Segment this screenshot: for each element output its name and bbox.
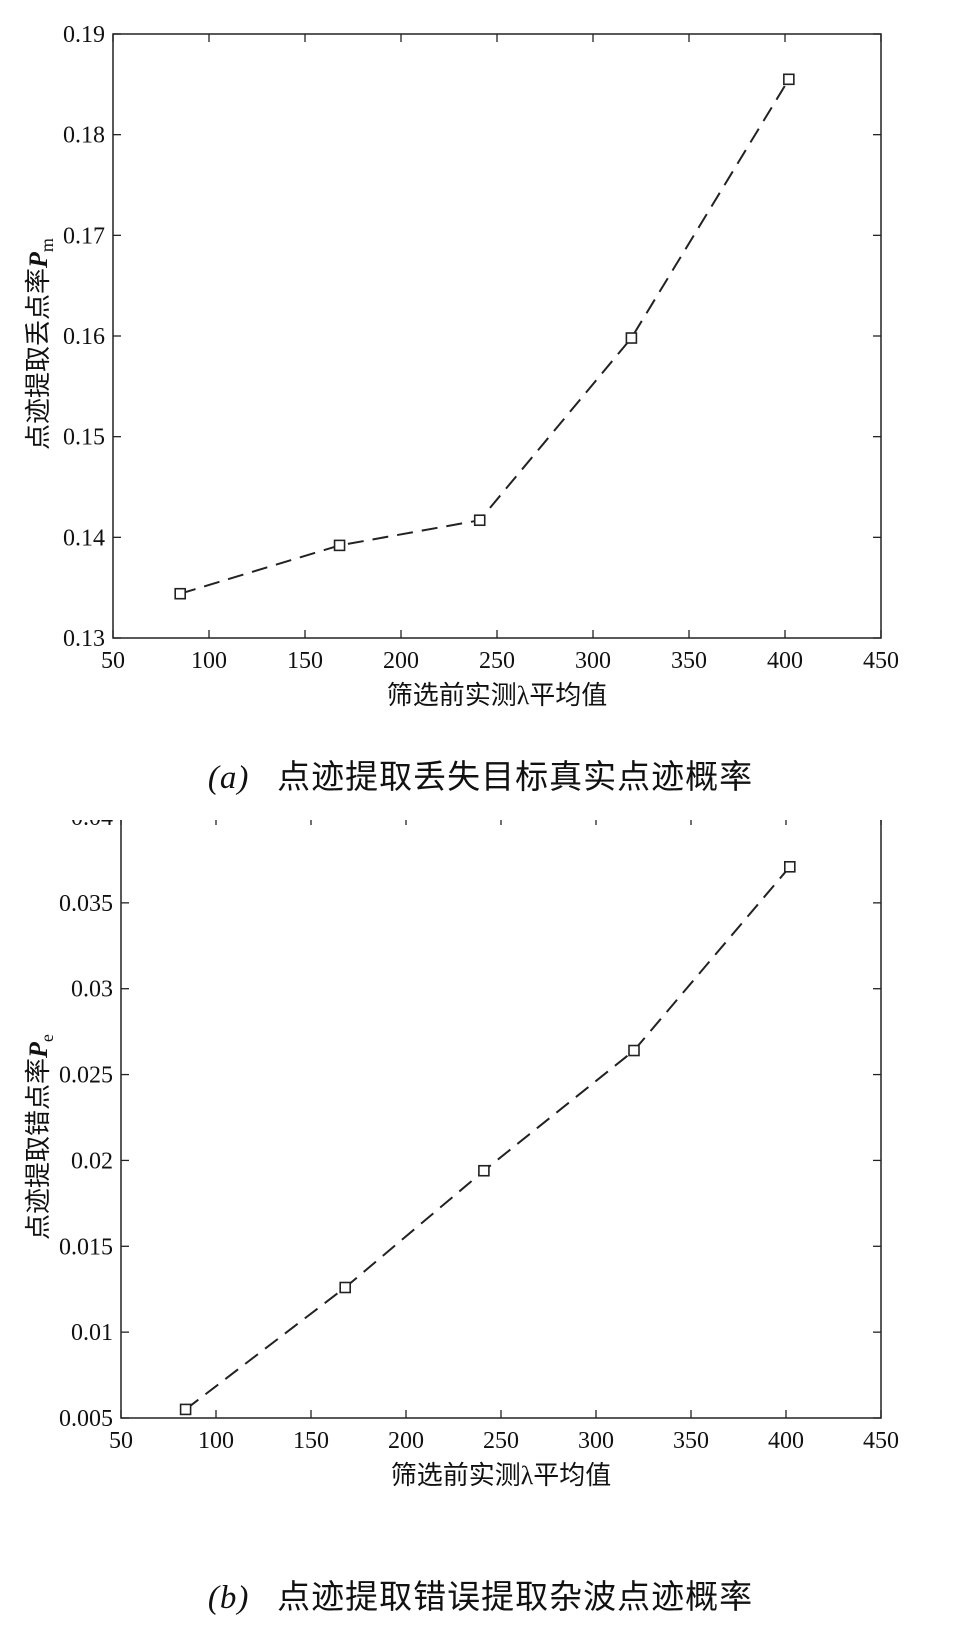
chart-a-ytick-label: 0.18 bbox=[63, 123, 105, 149]
chart-b-ytick-label: 0.015 bbox=[59, 1234, 113, 1260]
chart-b-ytick-label: 0.01 bbox=[71, 1320, 113, 1346]
chart-b-ytick-label: 0.035 bbox=[59, 891, 113, 917]
chart-b-xtick-label: 150 bbox=[293, 1428, 329, 1454]
chart-b-xtick-label: 250 bbox=[483, 1428, 519, 1454]
caption-a-letter: (a) bbox=[207, 760, 250, 796]
chart-b-data-point bbox=[339, 1281, 352, 1294]
chart-b-ytick-label: 0.03 bbox=[71, 977, 113, 1003]
chart-b-xtick-label: 400 bbox=[768, 1428, 804, 1454]
chart-b-data-point bbox=[179, 1403, 192, 1416]
chart-b-ylabel-sub: e bbox=[37, 1034, 58, 1043]
caption-a-text: 点迹提取丢失目标真实点迹概率 bbox=[277, 760, 754, 796]
chart-a-xtick-label: 400 bbox=[767, 648, 803, 674]
chart-b-data-point bbox=[478, 1164, 490, 1177]
chart-b-ylabel-text: 点迹提取错点率 bbox=[24, 1057, 53, 1240]
chart-b-series-line bbox=[184, 866, 791, 1411]
chart-a-ytick-label: 0.13 bbox=[63, 626, 105, 652]
chart-b-xlabel: 筛选前实测λ平均值 bbox=[391, 1461, 612, 1490]
chart-a-ytick-label: 0.14 bbox=[63, 525, 105, 551]
chart-a-svg: 50 100 150 200 250 300 350 400 450 0.13 0.14 0.15 0.… bbox=[63, 22, 899, 710]
caption-a: (a) 点迹提取丢失目标真实点迹概率 bbox=[0, 750, 961, 798]
chart-a-data-point bbox=[333, 539, 346, 552]
caption-b-text: 点迹提取错误提取杂波点迹概率 bbox=[277, 1580, 754, 1616]
chart-a-ytick-label: 0.15 bbox=[63, 425, 105, 451]
chart-b-ytick-label: 0.025 bbox=[59, 1063, 113, 1089]
chart-a-ylabel-sub: m bbox=[37, 238, 58, 253]
caption-b: (b) 点迹提取错误提取杂波点迹概率 bbox=[0, 1570, 961, 1618]
chart-b-ytick-label: 0.02 bbox=[71, 1148, 113, 1174]
chart-a-xtick-label: 50 bbox=[101, 648, 125, 674]
chart-b-xtick-label: 50 bbox=[109, 1428, 133, 1454]
chart-a-xtick-label: 450 bbox=[863, 648, 899, 674]
chart-a-xlabel: 筛选前实测λ平均值 bbox=[387, 681, 608, 710]
chart-b-xtick-label: 100 bbox=[198, 1428, 234, 1454]
chart-b-plot-frame bbox=[120, 816, 882, 1419]
chart-b-xtick-label: 450 bbox=[863, 1428, 899, 1454]
chart-b-data-point bbox=[628, 1044, 640, 1057]
chart-panel-a: 50 100 150 200 250 300 350 400 450 0.13 0.14 0.15 0.… bbox=[0, 0, 961, 810]
chart-b-xtick-label: 350 bbox=[673, 1428, 709, 1454]
chart-a-ylabel-var: P bbox=[24, 252, 53, 268]
chart-a-xtick-label: 150 bbox=[287, 648, 323, 674]
chart-a-ytick-label: 0.16 bbox=[63, 324, 105, 350]
chart-b-ylabel-var: P bbox=[24, 1042, 53, 1058]
chart-panel-b: 50 100 150 200 250 300 350 400 450 0.005 0.01 0.015… bbox=[0, 805, 961, 1635]
chart-a-ytick-label: 0.17 bbox=[63, 223, 105, 249]
chart-b-ytick-label: 0.04 bbox=[71, 820, 113, 831]
chart-a-xtick-label: 200 bbox=[383, 648, 419, 674]
chart-b-data-point bbox=[783, 860, 796, 873]
chart-a-data-point bbox=[783, 73, 795, 86]
chart-b-xtick-label: 300 bbox=[578, 1428, 614, 1454]
chart-b-ylabel: 点迹提取错点率Pe bbox=[18, 1034, 58, 1240]
chart-a-ytick-label: 0.19 bbox=[63, 22, 105, 48]
caption-b-letter: (b) bbox=[207, 1580, 250, 1616]
chart-b-svg: 50 100 150 200 250 300 350 400 450 0.005 0.01 0.015… bbox=[59, 805, 899, 1490]
chart-a-plot-frame bbox=[112, 33, 882, 639]
chart-b-xtick-label: 200 bbox=[388, 1428, 424, 1454]
chart-b-ytick-label: 0.005 bbox=[59, 1406, 113, 1432]
chart-a-ylabel: 点迹提取丢点率Pm bbox=[18, 238, 58, 450]
chart-a-xtick-label: 100 bbox=[191, 648, 227, 674]
chart-a-data-point bbox=[174, 587, 186, 600]
chart-a-ylabel-text: 点迹提取丢点率 bbox=[24, 267, 53, 450]
chart-a-xtick-label: 350 bbox=[671, 648, 707, 674]
chart-a-data-point bbox=[473, 514, 486, 527]
chart-a-xtick-label: 300 bbox=[575, 648, 611, 674]
chart-a-xtick-label: 250 bbox=[479, 648, 515, 674]
chart-a-data-point bbox=[625, 332, 638, 344]
